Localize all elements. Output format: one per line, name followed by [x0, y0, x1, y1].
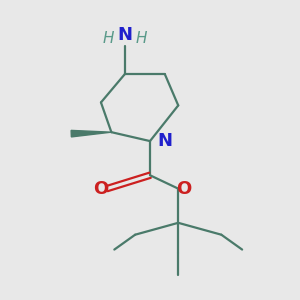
Text: H: H	[135, 31, 147, 46]
Polygon shape	[71, 130, 111, 137]
Text: N: N	[117, 26, 132, 44]
Text: O: O	[93, 180, 109, 198]
Text: H: H	[103, 31, 114, 46]
Text: N: N	[158, 132, 172, 150]
Text: O: O	[177, 180, 192, 198]
